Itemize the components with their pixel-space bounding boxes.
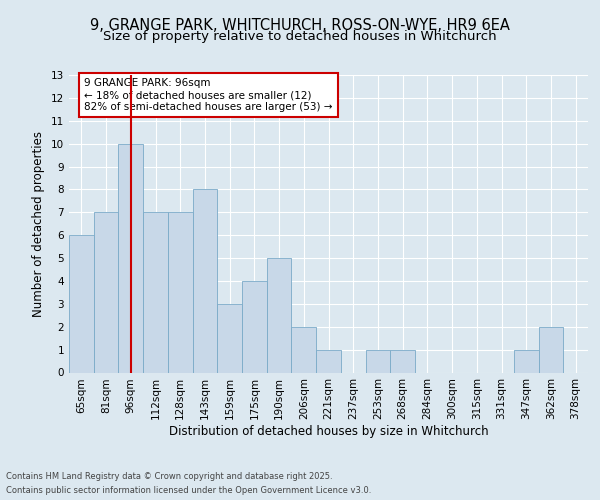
Text: Size of property relative to detached houses in Whitchurch: Size of property relative to detached ho… <box>103 30 497 43</box>
Bar <box>514 350 539 372</box>
Bar <box>94 212 118 372</box>
Bar <box>242 281 267 372</box>
Bar <box>365 350 390 372</box>
Bar <box>193 190 217 372</box>
Y-axis label: Number of detached properties: Number of detached properties <box>32 130 46 317</box>
Text: 9 GRANGE PARK: 96sqm
← 18% of detached houses are smaller (12)
82% of semi-detac: 9 GRANGE PARK: 96sqm ← 18% of detached h… <box>84 78 332 112</box>
Bar <box>118 144 143 372</box>
Text: Contains HM Land Registry data © Crown copyright and database right 2025.: Contains HM Land Registry data © Crown c… <box>6 472 332 481</box>
Bar <box>539 326 563 372</box>
Bar <box>217 304 242 372</box>
Text: 9, GRANGE PARK, WHITCHURCH, ROSS-ON-WYE, HR9 6EA: 9, GRANGE PARK, WHITCHURCH, ROSS-ON-WYE,… <box>90 18 510 32</box>
Bar <box>267 258 292 372</box>
Bar <box>292 326 316 372</box>
Bar <box>316 350 341 372</box>
Bar <box>69 235 94 372</box>
Bar <box>168 212 193 372</box>
Text: Contains public sector information licensed under the Open Government Licence v3: Contains public sector information licen… <box>6 486 371 495</box>
Bar <box>143 212 168 372</box>
X-axis label: Distribution of detached houses by size in Whitchurch: Distribution of detached houses by size … <box>169 425 488 438</box>
Bar <box>390 350 415 372</box>
